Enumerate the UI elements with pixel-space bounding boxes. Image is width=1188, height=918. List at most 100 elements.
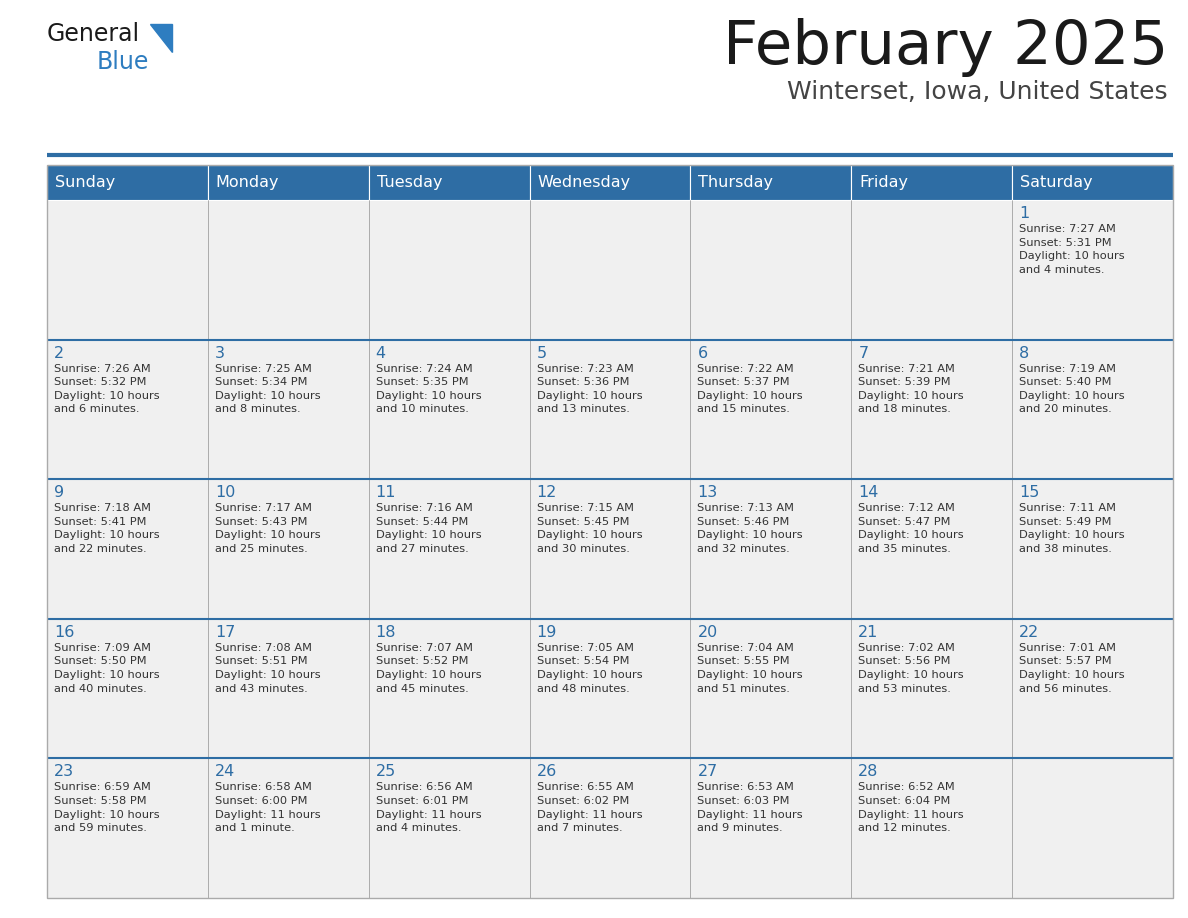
Text: Sunday: Sunday (55, 175, 115, 190)
Text: Wednesday: Wednesday (538, 175, 631, 190)
Bar (368, 619, 530, 758)
Text: Thursday: Thursday (699, 175, 773, 190)
Text: Sunrise: 7:19 AM
Sunset: 5:40 PM
Daylight: 10 hours
and 20 minutes.: Sunrise: 7:19 AM Sunset: 5:40 PM Dayligh… (1019, 364, 1125, 414)
Bar (852, 479, 1012, 619)
Bar (1012, 758, 1173, 898)
Text: 22: 22 (1019, 625, 1040, 640)
Bar (1012, 479, 1173, 619)
Bar (852, 619, 1012, 758)
Text: Sunrise: 7:02 AM
Sunset: 5:56 PM
Daylight: 10 hours
and 53 minutes.: Sunrise: 7:02 AM Sunset: 5:56 PM Dayligh… (858, 643, 963, 694)
Text: Sunrise: 6:58 AM
Sunset: 6:00 PM
Daylight: 11 hours
and 1 minute.: Sunrise: 6:58 AM Sunset: 6:00 PM Dayligh… (215, 782, 321, 834)
Bar (368, 340, 530, 479)
Bar (530, 479, 690, 619)
Text: 8: 8 (1019, 345, 1029, 361)
Text: Sunrise: 7:05 AM
Sunset: 5:54 PM
Daylight: 10 hours
and 48 minutes.: Sunrise: 7:05 AM Sunset: 5:54 PM Dayligh… (537, 643, 643, 694)
Bar (690, 200, 852, 340)
Text: 12: 12 (537, 486, 557, 500)
Bar (530, 200, 690, 340)
Text: 6: 6 (697, 345, 708, 361)
Text: Sunrise: 7:17 AM
Sunset: 5:43 PM
Daylight: 10 hours
and 25 minutes.: Sunrise: 7:17 AM Sunset: 5:43 PM Dayligh… (215, 503, 321, 554)
Bar (48, 165, 1173, 898)
Text: 5: 5 (537, 345, 546, 361)
Text: Sunrise: 7:21 AM
Sunset: 5:39 PM
Daylight: 10 hours
and 18 minutes.: Sunrise: 7:21 AM Sunset: 5:39 PM Dayligh… (858, 364, 963, 414)
Text: 23: 23 (53, 765, 74, 779)
Text: Sunrise: 7:13 AM
Sunset: 5:46 PM
Daylight: 10 hours
and 32 minutes.: Sunrise: 7:13 AM Sunset: 5:46 PM Dayligh… (697, 503, 803, 554)
Bar (1012, 165, 1173, 200)
Text: Tuesday: Tuesday (377, 175, 442, 190)
Bar (208, 758, 368, 898)
Bar (48, 200, 208, 340)
Text: Sunrise: 6:53 AM
Sunset: 6:03 PM
Daylight: 11 hours
and 9 minutes.: Sunrise: 6:53 AM Sunset: 6:03 PM Dayligh… (697, 782, 803, 834)
Text: 19: 19 (537, 625, 557, 640)
Text: 26: 26 (537, 765, 557, 779)
Text: Sunrise: 7:16 AM
Sunset: 5:44 PM
Daylight: 10 hours
and 27 minutes.: Sunrise: 7:16 AM Sunset: 5:44 PM Dayligh… (375, 503, 481, 554)
Bar (48, 479, 208, 619)
Text: Sunrise: 7:18 AM
Sunset: 5:41 PM
Daylight: 10 hours
and 22 minutes.: Sunrise: 7:18 AM Sunset: 5:41 PM Dayligh… (53, 503, 159, 554)
Text: Sunrise: 6:59 AM
Sunset: 5:58 PM
Daylight: 10 hours
and 59 minutes.: Sunrise: 6:59 AM Sunset: 5:58 PM Dayligh… (53, 782, 159, 834)
Bar (530, 758, 690, 898)
Text: 3: 3 (215, 345, 225, 361)
Text: Sunrise: 6:52 AM
Sunset: 6:04 PM
Daylight: 11 hours
and 12 minutes.: Sunrise: 6:52 AM Sunset: 6:04 PM Dayligh… (858, 782, 963, 834)
Bar (1012, 340, 1173, 479)
Bar (48, 340, 208, 479)
Text: Sunrise: 7:26 AM
Sunset: 5:32 PM
Daylight: 10 hours
and 6 minutes.: Sunrise: 7:26 AM Sunset: 5:32 PM Dayligh… (53, 364, 159, 414)
Text: 7: 7 (858, 345, 868, 361)
Bar (690, 340, 852, 479)
Text: Sunrise: 7:23 AM
Sunset: 5:36 PM
Daylight: 10 hours
and 13 minutes.: Sunrise: 7:23 AM Sunset: 5:36 PM Dayligh… (537, 364, 643, 414)
Bar (1012, 200, 1173, 340)
Text: 20: 20 (697, 625, 718, 640)
Text: 18: 18 (375, 625, 397, 640)
Bar (48, 619, 208, 758)
Bar (208, 479, 368, 619)
Text: 11: 11 (375, 486, 397, 500)
Text: 9: 9 (53, 486, 64, 500)
Bar (48, 165, 208, 200)
Bar (530, 165, 690, 200)
Text: Sunrise: 7:04 AM
Sunset: 5:55 PM
Daylight: 10 hours
and 51 minutes.: Sunrise: 7:04 AM Sunset: 5:55 PM Dayligh… (697, 643, 803, 694)
Text: Winterset, Iowa, United States: Winterset, Iowa, United States (788, 80, 1168, 104)
Bar (208, 165, 368, 200)
Text: Sunrise: 7:08 AM
Sunset: 5:51 PM
Daylight: 10 hours
and 43 minutes.: Sunrise: 7:08 AM Sunset: 5:51 PM Dayligh… (215, 643, 321, 694)
Text: Sunrise: 7:22 AM
Sunset: 5:37 PM
Daylight: 10 hours
and 15 minutes.: Sunrise: 7:22 AM Sunset: 5:37 PM Dayligh… (697, 364, 803, 414)
Text: 16: 16 (53, 625, 75, 640)
Text: Sunrise: 7:27 AM
Sunset: 5:31 PM
Daylight: 10 hours
and 4 minutes.: Sunrise: 7:27 AM Sunset: 5:31 PM Dayligh… (1019, 224, 1125, 274)
Bar (368, 758, 530, 898)
Bar (368, 479, 530, 619)
Bar (852, 340, 1012, 479)
Text: 15: 15 (1019, 486, 1040, 500)
Text: 10: 10 (215, 486, 235, 500)
Bar (1012, 619, 1173, 758)
Bar (368, 165, 530, 200)
Text: 13: 13 (697, 486, 718, 500)
Text: 14: 14 (858, 486, 879, 500)
Text: Sunrise: 7:15 AM
Sunset: 5:45 PM
Daylight: 10 hours
and 30 minutes.: Sunrise: 7:15 AM Sunset: 5:45 PM Dayligh… (537, 503, 643, 554)
Text: Saturday: Saturday (1020, 175, 1093, 190)
Text: 17: 17 (215, 625, 235, 640)
Text: 2: 2 (53, 345, 64, 361)
Bar (208, 619, 368, 758)
Bar (48, 758, 208, 898)
Text: 27: 27 (697, 765, 718, 779)
Bar (852, 165, 1012, 200)
Text: Sunrise: 7:01 AM
Sunset: 5:57 PM
Daylight: 10 hours
and 56 minutes.: Sunrise: 7:01 AM Sunset: 5:57 PM Dayligh… (1019, 643, 1125, 694)
Text: General: General (48, 22, 140, 46)
Bar (690, 479, 852, 619)
Bar (852, 200, 1012, 340)
Bar (208, 200, 368, 340)
Text: Sunrise: 7:25 AM
Sunset: 5:34 PM
Daylight: 10 hours
and 8 minutes.: Sunrise: 7:25 AM Sunset: 5:34 PM Dayligh… (215, 364, 321, 414)
Text: Sunrise: 7:09 AM
Sunset: 5:50 PM
Daylight: 10 hours
and 40 minutes.: Sunrise: 7:09 AM Sunset: 5:50 PM Dayligh… (53, 643, 159, 694)
Text: 21: 21 (858, 625, 879, 640)
Bar (690, 758, 852, 898)
Text: Sunrise: 6:56 AM
Sunset: 6:01 PM
Daylight: 11 hours
and 4 minutes.: Sunrise: 6:56 AM Sunset: 6:01 PM Dayligh… (375, 782, 481, 834)
Bar (690, 165, 852, 200)
Bar (530, 340, 690, 479)
Bar (690, 619, 852, 758)
Text: 4: 4 (375, 345, 386, 361)
Bar (208, 340, 368, 479)
Bar (368, 200, 530, 340)
Text: 25: 25 (375, 765, 396, 779)
Text: Sunrise: 6:55 AM
Sunset: 6:02 PM
Daylight: 11 hours
and 7 minutes.: Sunrise: 6:55 AM Sunset: 6:02 PM Dayligh… (537, 782, 643, 834)
Text: Sunrise: 7:11 AM
Sunset: 5:49 PM
Daylight: 10 hours
and 38 minutes.: Sunrise: 7:11 AM Sunset: 5:49 PM Dayligh… (1019, 503, 1125, 554)
Text: 1: 1 (1019, 206, 1029, 221)
Bar (530, 619, 690, 758)
